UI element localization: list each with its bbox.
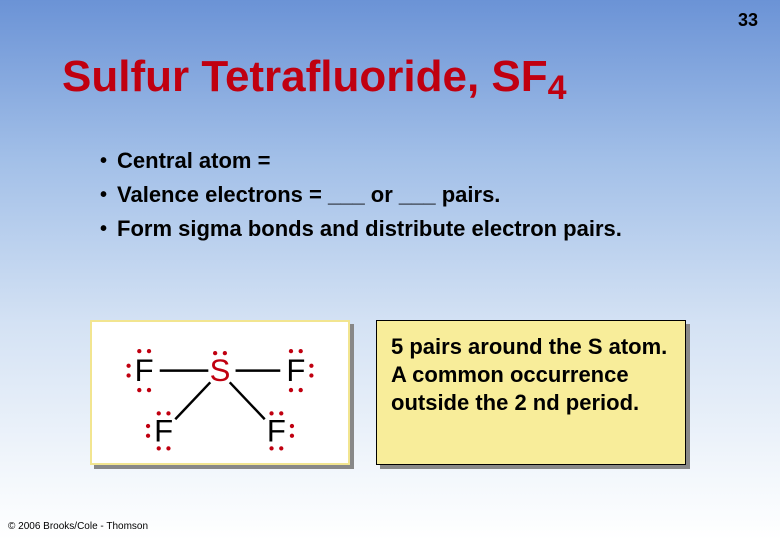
lewis-svg: SFFFF (92, 322, 348, 463)
bullet-text: Central atom = (117, 146, 270, 176)
bullet-dot: • (100, 214, 107, 244)
slide-title: Sulfur Tetrafluoride, SF4 (62, 52, 567, 102)
bullet-text: Form sigma bonds and distribute electron… (117, 214, 622, 244)
lewis-structure-diagram: SFFFF (90, 320, 350, 465)
note-text: 5 pairs around the S atom. A common occu… (391, 333, 671, 417)
bullet-list: • Central atom = • Valence electrons = _… (100, 146, 700, 248)
svg-text:F: F (286, 353, 305, 388)
bullet-text: Valence electrons = ___ or ___ pairs. (117, 180, 500, 210)
svg-text:S: S (210, 353, 231, 388)
copyright: © 2006 Brooks/Cole - Thomson (8, 521, 148, 532)
bullet-item: • Form sigma bonds and distribute electr… (100, 214, 700, 244)
svg-text:F: F (135, 353, 154, 388)
title-main: Sulfur Tetrafluoride, SF (62, 52, 548, 101)
bullet-item: • Valence electrons = ___ or ___ pairs. (100, 180, 700, 210)
svg-text:F: F (154, 413, 173, 448)
bullet-dot: • (100, 180, 107, 210)
note-box: 5 pairs around the S atom. A common occu… (376, 320, 686, 465)
svg-text:F: F (267, 413, 286, 448)
bullet-dot: • (100, 146, 107, 176)
title-subscript: 4 (548, 69, 567, 107)
page-number: 33 (738, 10, 758, 31)
bullet-item: • Central atom = (100, 146, 700, 176)
